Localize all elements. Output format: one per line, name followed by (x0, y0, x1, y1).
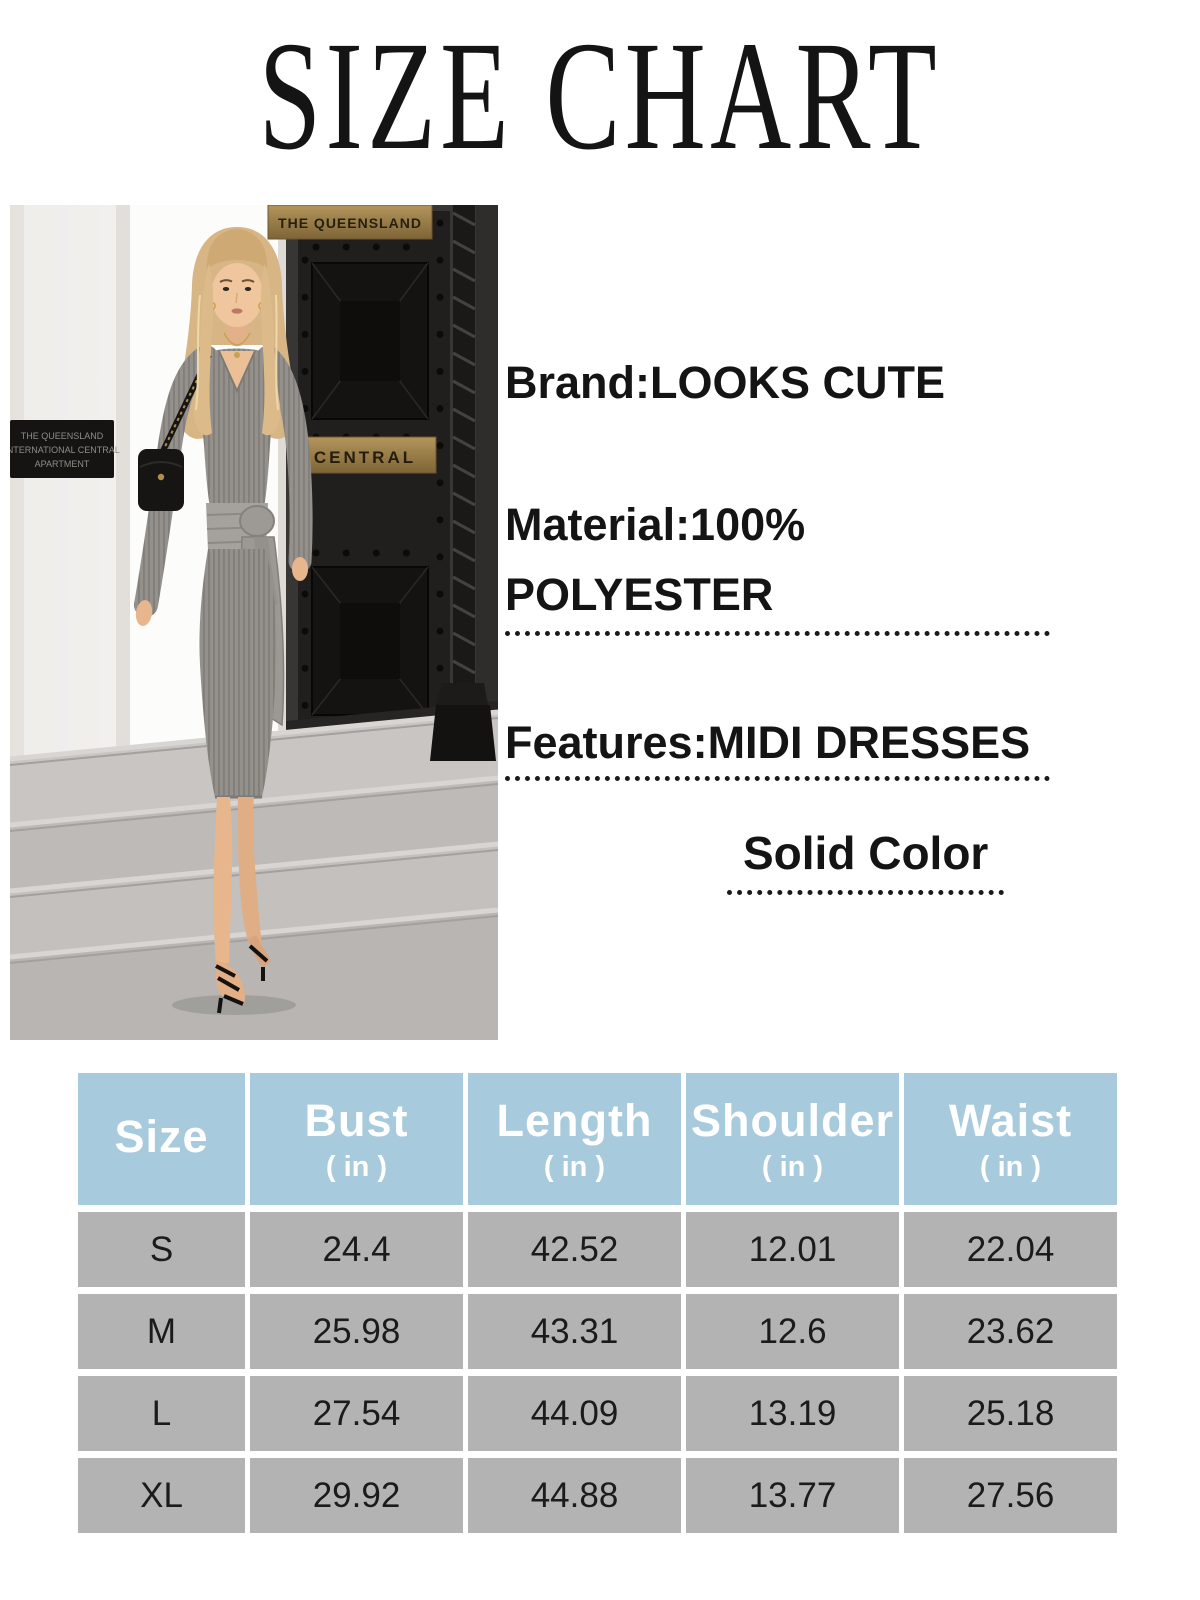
dress-bodice (201, 348, 273, 507)
product-details: Brand:LOOKS CUTE Material:100% POLYESTER… (505, 348, 1145, 908)
photo-door: THE QUEENSLAND CENTRAL (267, 205, 498, 739)
features-line: Features:MIDI DRESSES (505, 717, 1031, 768)
material-line: Material:100% POLYESTER (505, 499, 806, 620)
table-cell: 29.92 (250, 1458, 463, 1533)
dotted-divider (505, 776, 1050, 781)
door-sign-central: CENTRAL (293, 436, 437, 474)
dress-skirt (199, 549, 277, 797)
model-illustration (134, 227, 313, 1015)
door-panel (311, 566, 429, 716)
color-line: Solid Color (727, 826, 1005, 895)
table-row-l: L 27.54 44.09 13.19 25.18 (78, 1376, 1122, 1451)
table-cell: 25.18 (904, 1376, 1117, 1451)
column-base (430, 683, 496, 761)
table-cell: 22.04 (904, 1212, 1117, 1287)
plaque-line-1: THE QUEENSLAND (21, 431, 104, 441)
plaque-line-3: APARTMENT (35, 459, 90, 469)
handbag (138, 353, 212, 511)
product-photo: THE QUEENSLAND INTERNATIONAL CENTRAL APA… (10, 205, 498, 1040)
col-header-waist: Waist ( in ) (904, 1073, 1117, 1205)
high-heels (215, 935, 271, 1014)
table-row-xl: XL 29.92 44.88 13.77 27.56 (78, 1458, 1122, 1533)
dress-left-sleeve (134, 345, 218, 617)
door-sign-central-text: CENTRAL (314, 448, 416, 467)
door-panel (311, 262, 429, 420)
table-row-m: M 25.98 43.31 12.6 23.62 (78, 1294, 1122, 1369)
size-cell: S (78, 1212, 245, 1287)
table-cell: 27.56 (904, 1458, 1117, 1533)
table-header-row: Size Bust ( in ) Length ( in ) Shoulder … (78, 1073, 1122, 1205)
col-header-shoulder: Shoulder ( in ) (686, 1073, 899, 1205)
model-hair-front (193, 229, 281, 436)
dotted-divider (505, 631, 1050, 636)
size-cell: L (78, 1376, 245, 1451)
page-title-text: SIZE CHART (258, 9, 942, 182)
col-header-size: Size (78, 1073, 245, 1205)
dress-right-sleeve (256, 345, 313, 573)
brand-line: Brand:LOOKS CUTE (505, 357, 946, 408)
table-cell: 13.77 (686, 1458, 899, 1533)
table-cell: 27.54 (250, 1376, 463, 1451)
door-sign-top: THE QUEENSLAND (267, 205, 433, 240)
size-cell: XL (78, 1458, 245, 1533)
twisted-column (452, 205, 498, 739)
size-table: Size Bust ( in ) Length ( in ) Shoulder … (78, 1073, 1122, 1540)
size-cell: M (78, 1294, 245, 1369)
table-cell: 42.52 (468, 1212, 681, 1287)
page-title: SIZE CHART (0, 6, 1200, 186)
table-cell: 43.31 (468, 1294, 681, 1369)
model-hand (292, 557, 308, 581)
table-cell: 44.09 (468, 1376, 681, 1451)
model-legs (213, 797, 262, 963)
table-cell: 12.6 (686, 1294, 899, 1369)
table-cell: 25.98 (250, 1294, 463, 1369)
door-sign-top-text: THE QUEENSLAND (278, 215, 422, 231)
table-cell: 44.88 (468, 1458, 681, 1533)
col-header-bust: Bust ( in ) (250, 1073, 463, 1205)
table-row-s: S 24.4 42.52 12.01 22.04 (78, 1212, 1122, 1287)
color-line-text: Solid Color (727, 826, 1005, 895)
plaque-line-2: INTERNATIONAL CENTRAL (10, 445, 120, 455)
wall-plaque: THE QUEENSLAND INTERNATIONAL CENTRAL APA… (10, 420, 120, 478)
table-cell: 12.01 (686, 1212, 899, 1287)
model-hand (135, 600, 153, 626)
product-photo-illustration: THE QUEENSLAND INTERNATIONAL CENTRAL APA… (10, 205, 498, 1040)
necklace (223, 332, 251, 358)
table-cell: 23.62 (904, 1294, 1117, 1369)
table-cell: 24.4 (250, 1212, 463, 1287)
table-cell: 13.19 (686, 1376, 899, 1451)
col-header-length: Length ( in ) (468, 1073, 681, 1205)
